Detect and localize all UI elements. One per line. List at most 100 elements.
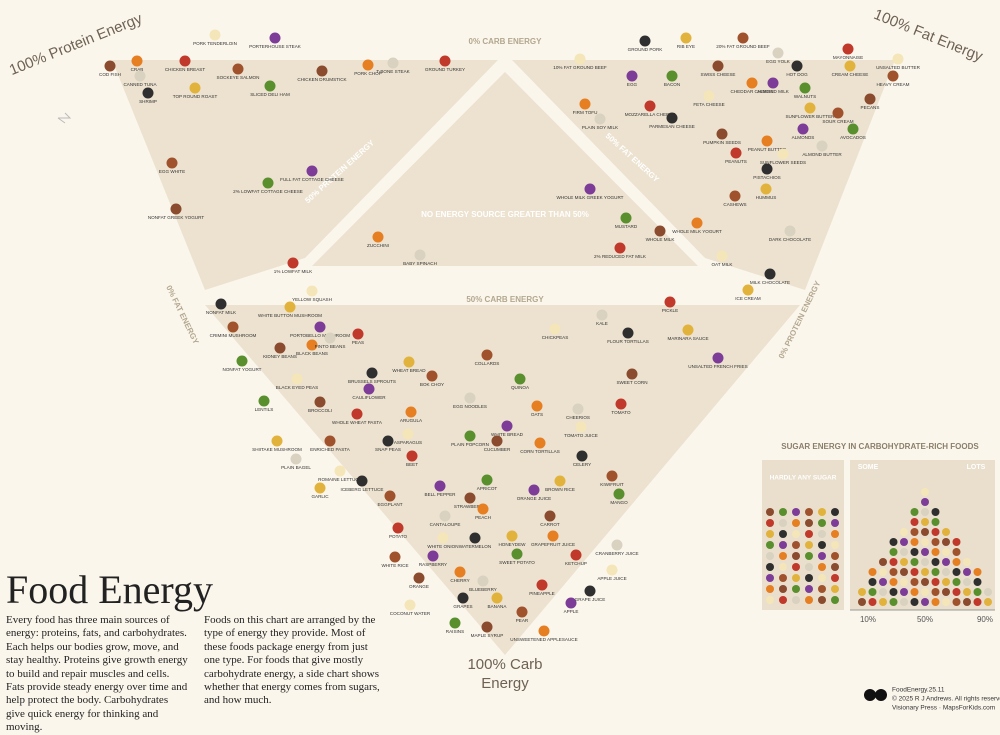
food-icon bbox=[761, 163, 773, 175]
food-icon bbox=[324, 332, 336, 344]
label: SWISS CHEESE bbox=[701, 72, 736, 77]
label: RAISINS bbox=[446, 629, 464, 634]
food-icon bbox=[316, 65, 328, 77]
label: AVOCADOS bbox=[840, 135, 866, 140]
chart-icon bbox=[831, 530, 839, 538]
label: CRIMINI MUSHROOM bbox=[210, 333, 257, 338]
food-icon bbox=[264, 80, 276, 92]
label: QUINOA bbox=[511, 385, 530, 390]
chart-icon bbox=[910, 578, 919, 586]
food-icon bbox=[334, 465, 346, 477]
region bbox=[512, 60, 895, 290]
label: EGG YOLK bbox=[766, 59, 791, 64]
label: NONFAT YOGURT bbox=[223, 367, 262, 372]
chart-icon bbox=[792, 574, 800, 582]
label: CELERY bbox=[573, 462, 591, 467]
label: CANTALOUPE bbox=[430, 522, 461, 527]
food-icon bbox=[614, 242, 626, 254]
chart-icon bbox=[931, 518, 940, 526]
food-icon bbox=[730, 147, 742, 159]
food-icon bbox=[306, 165, 318, 177]
label: BROWN RICE bbox=[545, 487, 575, 492]
food-icon bbox=[215, 298, 227, 310]
chart-icon bbox=[910, 518, 919, 526]
chart-icon bbox=[805, 541, 813, 549]
food-icon bbox=[514, 373, 526, 385]
food-icon bbox=[584, 585, 596, 597]
label: CARROT bbox=[540, 522, 560, 527]
chart-icon bbox=[792, 596, 800, 604]
food-icon bbox=[737, 32, 749, 44]
label: PORTOBELLO MUSHROOM bbox=[290, 333, 350, 338]
food-icon bbox=[536, 579, 548, 591]
food-icon bbox=[615, 398, 627, 410]
chart-icon bbox=[910, 598, 919, 606]
chart-icon bbox=[766, 530, 774, 538]
food-icon bbox=[712, 60, 724, 72]
label: GRAPES bbox=[453, 604, 472, 609]
food-icon bbox=[576, 450, 588, 462]
label: GRAPE JUICE bbox=[575, 597, 606, 602]
food-icon bbox=[832, 107, 844, 119]
label: CREAM CHEESE bbox=[832, 72, 869, 77]
label: © 2025 R J Andrews. All rights reserved. bbox=[892, 695, 1000, 703]
chart-icon bbox=[900, 568, 908, 576]
chart-icon bbox=[831, 585, 839, 593]
chart-icon bbox=[921, 538, 929, 546]
label: 1% LOWFAT MILK bbox=[274, 269, 313, 274]
food-icon bbox=[372, 231, 384, 243]
label: SOUR CREAM bbox=[822, 119, 853, 124]
label: SOME bbox=[858, 464, 879, 471]
label: FoodEnergy.25.11 bbox=[892, 687, 945, 694]
food-icon bbox=[565, 597, 577, 609]
label: HEAVY CREAM bbox=[876, 82, 909, 87]
food-icon bbox=[847, 123, 859, 135]
chart-icon bbox=[868, 578, 877, 586]
chart-icon bbox=[963, 578, 971, 586]
chart-icon bbox=[818, 552, 826, 560]
label: KIWIFRUIT bbox=[600, 482, 624, 487]
panel bbox=[762, 460, 844, 610]
food-icon bbox=[531, 400, 543, 412]
chart-icon bbox=[805, 563, 813, 571]
food-icon bbox=[477, 503, 489, 515]
label: DARK CHOCOLATE bbox=[769, 237, 811, 242]
label: CHICKPEAS bbox=[542, 335, 569, 340]
label: APPLE bbox=[564, 609, 579, 614]
chart-icon bbox=[942, 558, 950, 566]
food-icon bbox=[764, 268, 776, 280]
chart-icon bbox=[831, 519, 839, 527]
food-icon bbox=[703, 90, 715, 102]
food-icon bbox=[454, 566, 466, 578]
chart-icon bbox=[818, 508, 826, 516]
label: ZUCCHINI bbox=[367, 243, 389, 248]
chart-icon bbox=[868, 598, 877, 606]
chart-icon bbox=[779, 552, 787, 560]
food-icon bbox=[664, 296, 676, 308]
logo bbox=[875, 689, 887, 701]
food-icon bbox=[439, 510, 451, 522]
chart-icon bbox=[900, 528, 908, 536]
chart-icon bbox=[818, 563, 826, 571]
page: 0% CARB ENERGY 50% PROTEIN ENERGY 50% FAT … bbox=[6, 5, 1000, 734]
chart-icon bbox=[792, 563, 800, 571]
food-icon bbox=[104, 60, 116, 72]
label: BANANA bbox=[488, 604, 508, 609]
label: CHICKEN DRUMSTICK bbox=[297, 77, 347, 82]
chart-icon bbox=[963, 558, 971, 566]
chart-icon bbox=[889, 558, 898, 566]
chart-icon bbox=[766, 519, 774, 527]
chart-icon bbox=[921, 528, 929, 536]
chart-icon bbox=[973, 578, 982, 586]
food-icon bbox=[606, 470, 618, 482]
label: ARUGULA bbox=[400, 418, 423, 423]
label: RASPBERRY bbox=[419, 562, 447, 567]
food-icon bbox=[403, 356, 415, 368]
label: OAT MILK bbox=[711, 262, 733, 267]
chart-icon bbox=[879, 588, 887, 596]
food-icon bbox=[477, 575, 489, 587]
chart-icon bbox=[963, 568, 971, 576]
chart-icon bbox=[963, 588, 971, 596]
food-icon bbox=[626, 70, 638, 82]
label: CUCUMBER bbox=[484, 447, 511, 452]
